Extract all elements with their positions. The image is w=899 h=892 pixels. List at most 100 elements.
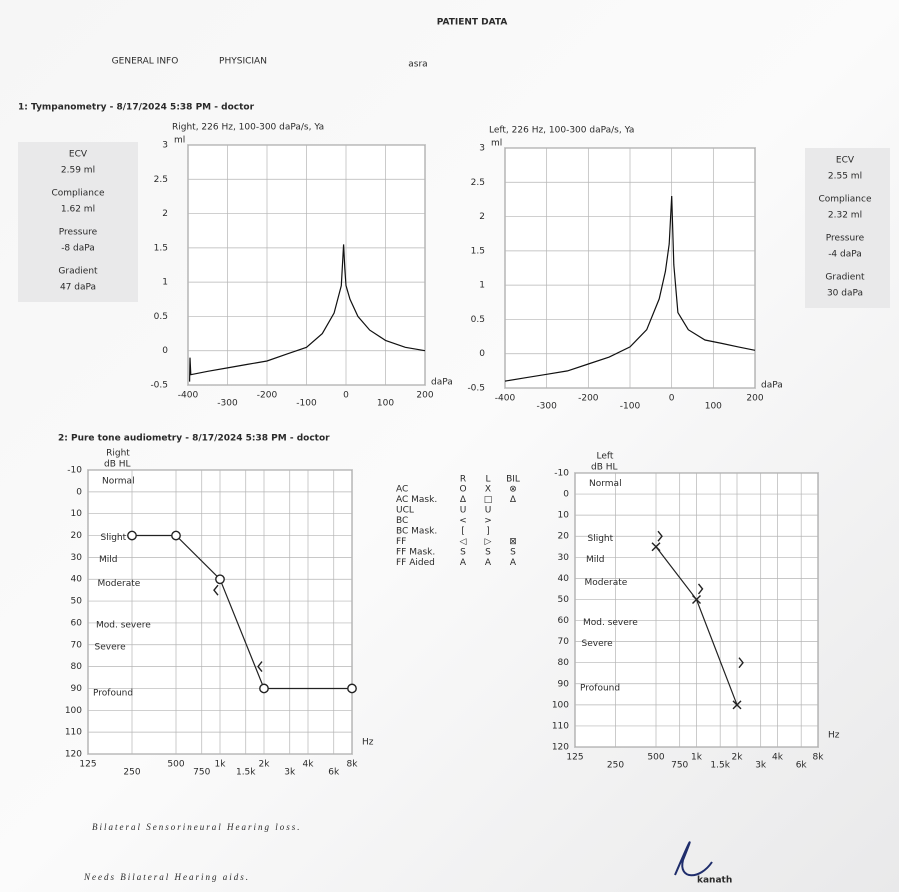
y-tick-label: -10 — [554, 469, 569, 479]
legend-row-label: AC — [396, 485, 408, 495]
x-axis-label: daPa — [761, 381, 783, 391]
legend-symbol: Δ — [510, 495, 517, 505]
measure-label: Compliance — [52, 189, 105, 199]
x-tick-label: -200 — [257, 391, 278, 401]
legend-symbol: □ — [484, 495, 493, 505]
measure-value: -4 daPa — [828, 250, 862, 260]
legend-row-label: FF Mask. — [396, 548, 435, 558]
legend-symbol: S — [460, 548, 466, 558]
y-tick-label: 40 — [71, 575, 83, 585]
x-tick-label: 750 — [193, 768, 210, 778]
legend-symbol: U — [460, 506, 467, 516]
hearing-level-label: Normal — [589, 479, 622, 489]
x-tick-label: -100 — [620, 402, 641, 412]
y-tick-label: 90 — [558, 679, 570, 689]
y-tick-label: 110 — [65, 728, 82, 738]
legend-symbol: < — [459, 516, 467, 526]
y-tick-label: 60 — [71, 618, 83, 628]
y-tick-label: 1.5 — [154, 243, 168, 253]
x-tick-label: -100 — [296, 399, 317, 409]
x-tick-label: 100 — [705, 402, 722, 412]
legend-symbol: ] — [486, 527, 490, 537]
x-tick-label: 250 — [607, 761, 624, 771]
legend-symbol: O — [459, 485, 466, 495]
x-tick-label: 6k — [796, 761, 808, 771]
y-tick-label: 110 — [552, 721, 569, 731]
x-tick-label: 3k — [284, 768, 296, 778]
hearing-level-label: Normal — [102, 476, 135, 486]
data-point — [259, 683, 269, 694]
y-tick-label: 120 — [552, 743, 569, 753]
y-tick-label: 50 — [558, 595, 570, 605]
x-tick-label: 250 — [123, 768, 140, 778]
data-point — [127, 530, 137, 541]
y-axis-label: ml — [491, 139, 502, 149]
legend-symbol: A — [485, 558, 492, 568]
x-axis-label: Hz — [828, 731, 840, 741]
data-point — [692, 594, 701, 604]
y-tick-label: 10 — [558, 511, 570, 521]
y-tick-label: 0.5 — [471, 315, 485, 325]
legend-symbol: [ — [461, 527, 465, 537]
measure-label: ECV — [836, 156, 855, 166]
x-axis-label: daPa — [431, 378, 453, 388]
y-tick-label: -0.5 — [467, 384, 485, 394]
y-tick-label: 0 — [479, 349, 485, 359]
x-tick-label: 200 — [416, 391, 433, 401]
x-tick-label: 125 — [79, 760, 96, 770]
y-tick-label: 1 — [162, 278, 168, 288]
x-tick-label: 1k — [691, 753, 703, 763]
data-line — [189, 244, 426, 382]
tab[interactable]: PHYSICIAN — [219, 57, 267, 67]
data-point — [697, 583, 704, 595]
y-tick-label: 0.5 — [154, 312, 168, 322]
y-tick-label: 90 — [71, 684, 83, 694]
legend-symbol: S — [485, 548, 491, 558]
y-tick-label: 50 — [71, 597, 83, 607]
x-tick-label: 1k — [215, 760, 227, 770]
measure-label: Gradient — [825, 273, 865, 283]
hearing-level-label: Moderate — [98, 579, 141, 589]
x-tick-label: -200 — [578, 394, 599, 404]
x-tick-label: 750 — [671, 761, 688, 771]
legend-symbol: ⊠ — [509, 537, 517, 547]
data-line — [504, 195, 756, 382]
legend-column: R — [460, 475, 466, 485]
section-heading: 2: Pure tone audiometry - 8/17/2024 5:38… — [58, 434, 330, 444]
legend-row-label: FF — [396, 537, 406, 547]
x-tick-label: 8k — [347, 760, 359, 770]
data-point — [732, 700, 742, 710]
y-tick-label: 80 — [71, 662, 83, 672]
measure-value: -8 daPa — [61, 244, 95, 254]
y-tick-label: 0 — [76, 487, 82, 497]
y-tick-label: 0 — [162, 346, 168, 356]
y-tick-label: 30 — [558, 553, 570, 563]
measure-value: 47 daPa — [60, 283, 96, 293]
chart-title: Right — [106, 449, 130, 459]
y-tick-label: 70 — [71, 640, 83, 650]
measure-panel — [18, 142, 138, 302]
measure-value: 2.59 ml — [61, 166, 95, 176]
measure-label: ECV — [69, 150, 88, 160]
hearing-level-label: Mild — [586, 555, 604, 565]
x-tick-label: 1.5k — [236, 768, 256, 778]
y-tick-label: 1 — [479, 281, 485, 291]
x-tick-label: -300 — [217, 399, 238, 409]
hearing-level-label: Profound — [93, 688, 133, 698]
measure-label: Pressure — [59, 228, 98, 238]
hearing-level-label: Moderate — [585, 578, 628, 588]
y-tick-label: 100 — [65, 706, 82, 716]
patient-name: asra — [408, 60, 427, 70]
y-tick-label: 60 — [558, 616, 570, 626]
x-tick-label: 4k — [303, 760, 315, 770]
chart-title: Right, 226 Hz, 100-300 daPa/s, Ya — [172, 123, 324, 133]
hearing-level-label: Severe — [95, 642, 127, 652]
tab[interactable]: GENERAL INFO — [112, 57, 179, 67]
data-point — [257, 661, 263, 673]
handwritten-note: Needs Bilateral Hearing aids. — [83, 872, 250, 882]
x-tick-label: 2k — [732, 753, 744, 763]
measure-value: 2.32 ml — [828, 211, 862, 221]
chart-title: Left, 226 Hz, 100-300 daPa/s, Ya — [489, 126, 634, 136]
data-point — [215, 574, 225, 585]
legend-row-label: BC — [396, 516, 408, 526]
